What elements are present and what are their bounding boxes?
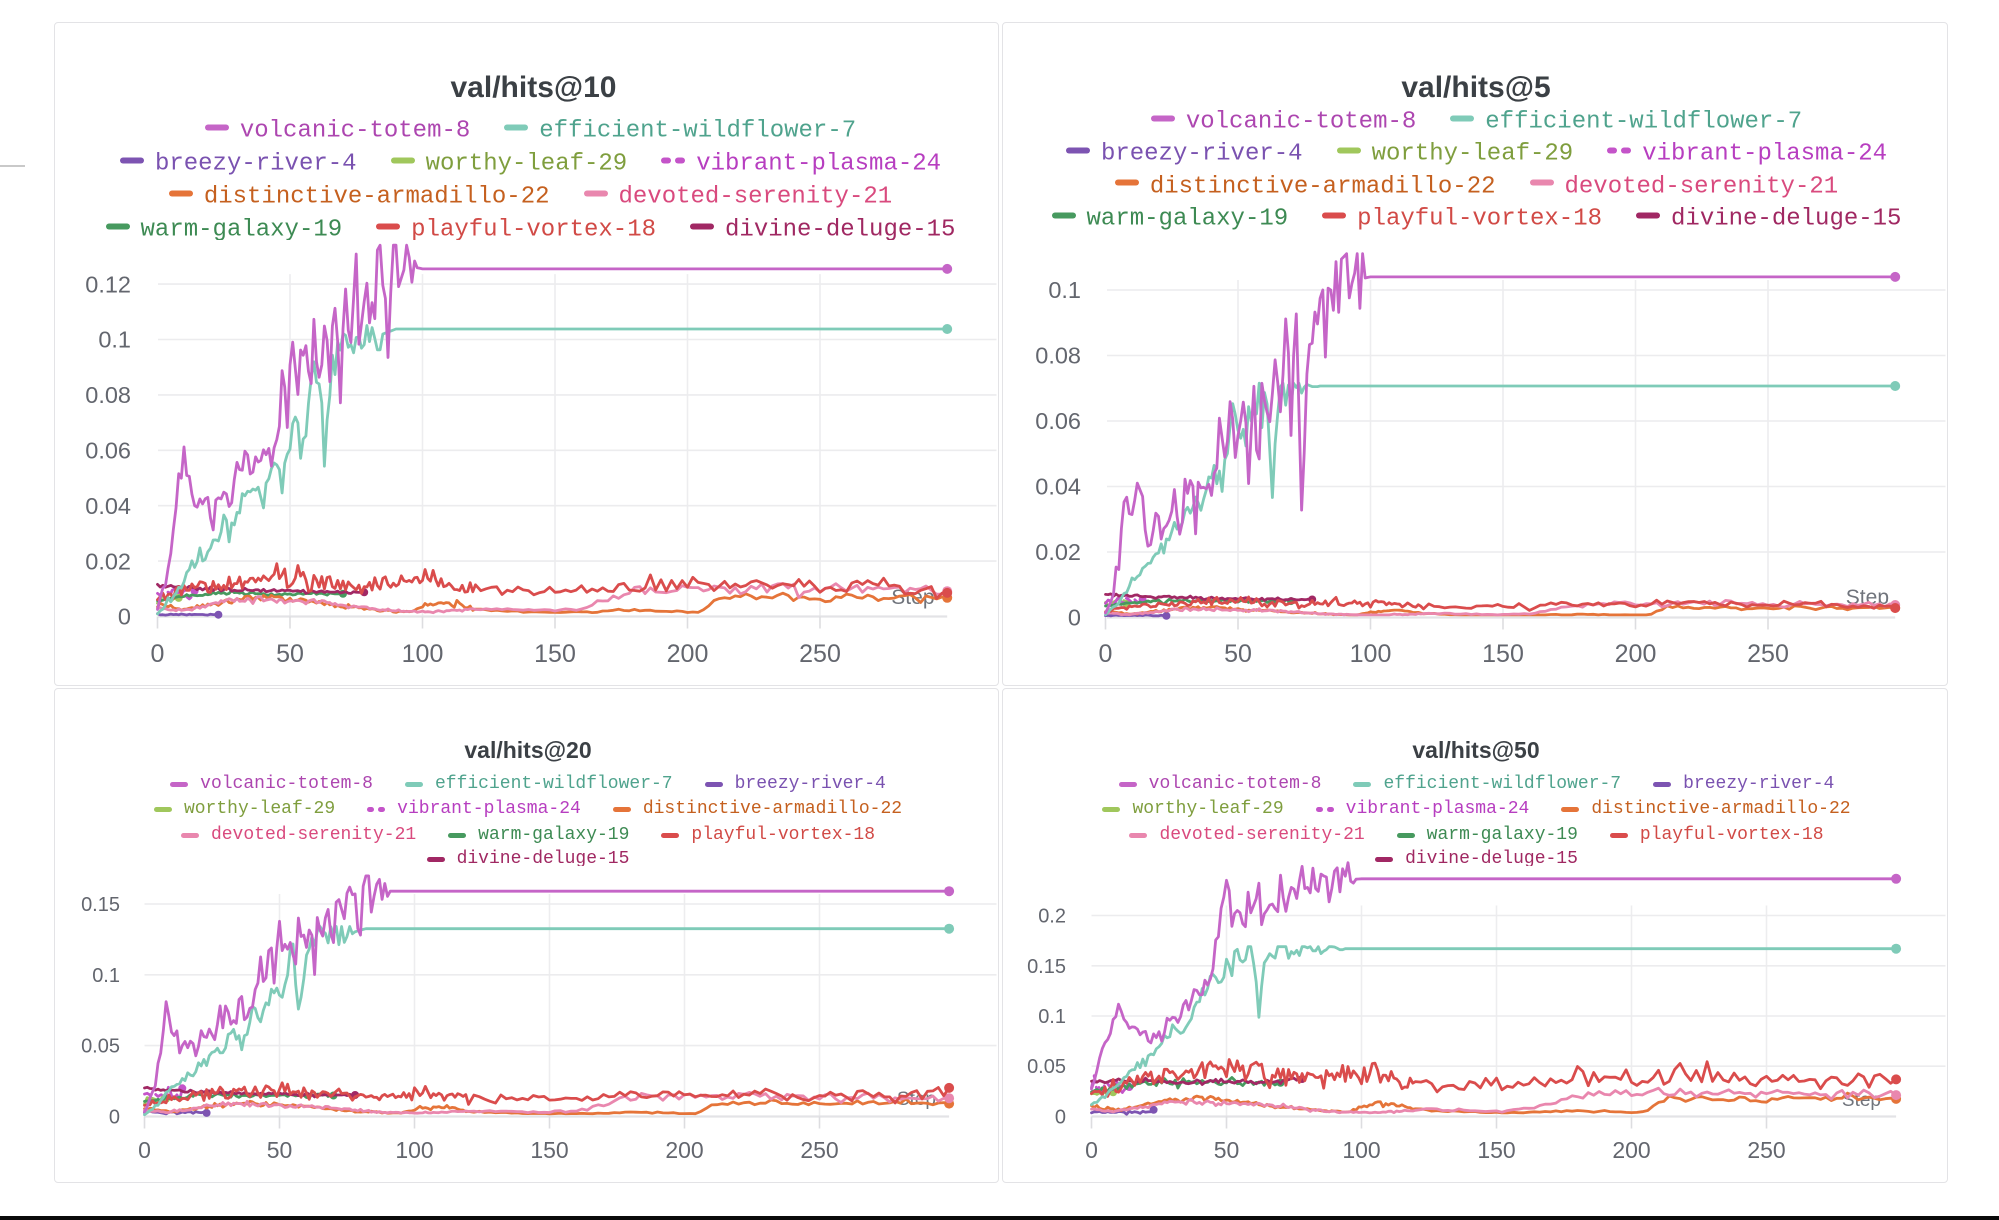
svg-text:0.06: 0.06 bbox=[85, 438, 131, 464]
svg-text:200: 200 bbox=[667, 640, 709, 668]
svg-text:0.04: 0.04 bbox=[85, 493, 131, 519]
svg-text:250: 250 bbox=[800, 1137, 838, 1163]
svg-text:200: 200 bbox=[1615, 640, 1657, 668]
svg-text:0.1: 0.1 bbox=[1038, 1006, 1066, 1028]
svg-text:150: 150 bbox=[534, 640, 576, 668]
svg-text:0.15: 0.15 bbox=[81, 894, 120, 916]
svg-text:0.1: 0.1 bbox=[92, 965, 120, 987]
svg-text:0.05: 0.05 bbox=[1027, 1056, 1066, 1078]
svg-text:100: 100 bbox=[395, 1137, 433, 1163]
svg-text:0.06: 0.06 bbox=[1035, 408, 1081, 434]
svg-text:150: 150 bbox=[1477, 1137, 1515, 1163]
svg-text:100: 100 bbox=[1350, 640, 1392, 668]
svg-text:0: 0 bbox=[138, 1137, 151, 1163]
svg-text:150: 150 bbox=[530, 1137, 568, 1163]
svg-text:0: 0 bbox=[151, 640, 165, 668]
svg-text:0: 0 bbox=[1099, 640, 1113, 668]
svg-text:50: 50 bbox=[1214, 1137, 1240, 1163]
svg-text:200: 200 bbox=[665, 1137, 703, 1163]
svg-text:250: 250 bbox=[1747, 1137, 1785, 1163]
svg-text:0.2: 0.2 bbox=[1038, 906, 1066, 928]
svg-text:0.1: 0.1 bbox=[98, 327, 131, 353]
svg-text:0.02: 0.02 bbox=[85, 548, 131, 574]
svg-text:150: 150 bbox=[1482, 640, 1524, 668]
svg-text:200: 200 bbox=[1612, 1137, 1650, 1163]
svg-text:0: 0 bbox=[118, 604, 131, 630]
svg-text:0.02: 0.02 bbox=[1035, 539, 1081, 565]
svg-text:0.15: 0.15 bbox=[1027, 956, 1066, 978]
svg-text:0.12: 0.12 bbox=[85, 271, 131, 297]
svg-text:0: 0 bbox=[1055, 1107, 1066, 1129]
svg-text:250: 250 bbox=[1747, 640, 1789, 668]
svg-text:0: 0 bbox=[109, 1107, 120, 1129]
svg-text:0: 0 bbox=[1068, 605, 1081, 631]
svg-text:100: 100 bbox=[402, 640, 444, 668]
svg-text:250: 250 bbox=[799, 640, 841, 668]
svg-text:50: 50 bbox=[267, 1137, 293, 1163]
svg-text:0.1: 0.1 bbox=[1048, 277, 1081, 303]
svg-text:0.08: 0.08 bbox=[85, 382, 131, 408]
svg-text:50: 50 bbox=[1224, 640, 1252, 668]
svg-text:0.04: 0.04 bbox=[1035, 474, 1081, 500]
svg-text:50: 50 bbox=[276, 640, 304, 668]
svg-text:0.05: 0.05 bbox=[81, 1036, 120, 1058]
svg-text:100: 100 bbox=[1342, 1137, 1380, 1163]
svg-text:0.08: 0.08 bbox=[1035, 343, 1081, 369]
svg-text:0: 0 bbox=[1085, 1137, 1098, 1163]
